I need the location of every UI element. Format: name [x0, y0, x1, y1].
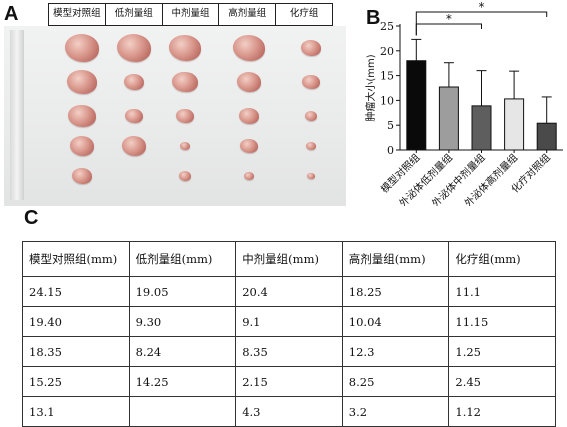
tumor-specimen — [68, 104, 96, 128]
table-cell: 1.12 — [448, 396, 556, 427]
table-cell: 8.25 — [341, 366, 450, 397]
table-cell: 11.15 — [448, 306, 556, 337]
bar — [536, 122, 557, 151]
tumor-specimen — [244, 172, 254, 180]
tumor-specimen — [169, 35, 201, 61]
y-tick-label: 25 — [380, 20, 394, 33]
tumor-specimen — [117, 34, 151, 62]
tumor-specimen — [237, 72, 261, 92]
table-cell: 19.40 — [22, 306, 130, 337]
tumor-specimen — [172, 71, 198, 93]
y-axis-label: 肿瘤大小(mm) — [364, 54, 377, 121]
tumor-specimen — [239, 108, 259, 124]
table-cell: 13.1 — [22, 396, 130, 427]
table-cell: 2.15 — [235, 366, 343, 397]
table-header-row: 模型对照组(mm) 低剂量组(mm) 中剂量组(mm) 高剂量组(mm) 化疗组… — [22, 241, 556, 277]
tumor-specimen — [124, 74, 144, 90]
table-cell: 15.25 — [22, 366, 130, 397]
table-header-high: 高剂量组(mm) — [341, 241, 450, 277]
y-tick-label: 5 — [387, 119, 394, 132]
tumor-specimen — [307, 172, 315, 180]
tumor-size-table: 模型对照组(mm) 低剂量组(mm) 中剂量组(mm) 高剂量组(mm) 化疗组… — [22, 241, 556, 427]
table-cell: 8.35 — [235, 336, 343, 367]
photo-group-mid: 中剂量组 — [161, 3, 220, 26]
tumor-specimen — [122, 136, 146, 156]
table-cell: 8.24 — [128, 336, 237, 367]
tumor-specimen — [125, 108, 143, 124]
table-cell — [128, 396, 237, 427]
x-tick-label: 外泌体高剂量组 — [462, 151, 521, 206]
table-cell: 4.3 — [235, 396, 343, 427]
table-row: 18.35 8.24 8.35 12.3 1.25 — [22, 336, 556, 367]
table-cell: 2.45 — [448, 366, 556, 397]
table-header-chemo: 化疗组(mm) — [448, 241, 556, 277]
bar — [406, 60, 427, 151]
y-tick-label: 10 — [380, 94, 394, 107]
table-header-mid: 中剂量组(mm) — [235, 241, 343, 277]
photo-group-model: 模型对照组 — [48, 3, 106, 26]
panel-label-c: C — [24, 207, 39, 229]
table-cell: 9.30 — [128, 306, 237, 337]
table-cell: 12.3 — [341, 336, 450, 367]
photo-group-low: 低剂量组 — [104, 3, 163, 26]
significance-label: * — [446, 12, 452, 26]
table-cell: 18.35 — [22, 336, 130, 367]
table-cell: 24.15 — [22, 276, 130, 307]
tumor-specimen — [70, 136, 94, 156]
y-tick-label: 0 — [387, 144, 394, 157]
ruler-graphic — [10, 30, 24, 200]
bar — [504, 98, 525, 151]
photo-group-header: 模型对照组 低剂量组 中剂量组 高剂量组 化疗组 — [48, 3, 333, 26]
table-cell: 19.05 — [128, 276, 237, 307]
table-cell: 3.2 — [341, 396, 450, 427]
panel-label-a: A — [4, 3, 19, 25]
bar — [471, 105, 492, 151]
panel-label-b: B — [366, 7, 381, 29]
tumor-specimen — [306, 142, 316, 150]
bar — [438, 86, 459, 151]
table-cell: 18.25 — [341, 276, 450, 307]
significance-label: * — [479, 0, 485, 14]
table-cell: 1.25 — [448, 336, 556, 367]
table-row: 15.25 14.25 2.15 8.25 2.45 — [22, 366, 556, 397]
tumor-specimen — [302, 74, 320, 90]
tumor-specimen — [176, 108, 194, 124]
table-cell: 14.25 — [128, 366, 237, 397]
y-tick-label: 15 — [380, 70, 394, 83]
tumor-specimen — [65, 34, 99, 62]
tumor-size-bar-chart: 0510152025肿瘤大小(mm)模型对照组外泌体低剂量组外泌体中剂量组外泌体… — [364, 0, 563, 206]
tumor-specimen — [180, 142, 190, 150]
table-header-low: 低剂量组(mm) — [128, 241, 237, 277]
photo-group-high: 高剂量组 — [218, 3, 277, 26]
table-row: 13.1 4.3 3.2 1.12 — [22, 396, 556, 427]
table-cell: 20.4 — [235, 276, 343, 307]
significance-bracket — [415, 23, 482, 36]
photo-group-chemo: 化疗组 — [275, 3, 333, 26]
tumor-specimen — [305, 111, 317, 121]
tumor-specimen — [72, 168, 92, 184]
tumor-specimen — [301, 40, 321, 56]
tumor-photo — [4, 26, 346, 206]
table-cell: 9.1 — [235, 306, 343, 337]
table-cell: 10.04 — [341, 306, 450, 337]
table-cell: 11.1 — [448, 276, 556, 307]
table-row: 24.15 19.05 20.4 18.25 11.1 — [22, 276, 556, 307]
tumor-specimen — [179, 171, 191, 181]
tumor-specimen — [240, 138, 258, 154]
y-tick-label: 20 — [380, 45, 394, 58]
tumor-specimen — [67, 70, 97, 94]
table-header-model: 模型对照组(mm) — [22, 241, 130, 277]
tumor-specimen — [233, 35, 265, 61]
table-row: 19.40 9.30 9.1 10.04 11.15 — [22, 306, 556, 337]
